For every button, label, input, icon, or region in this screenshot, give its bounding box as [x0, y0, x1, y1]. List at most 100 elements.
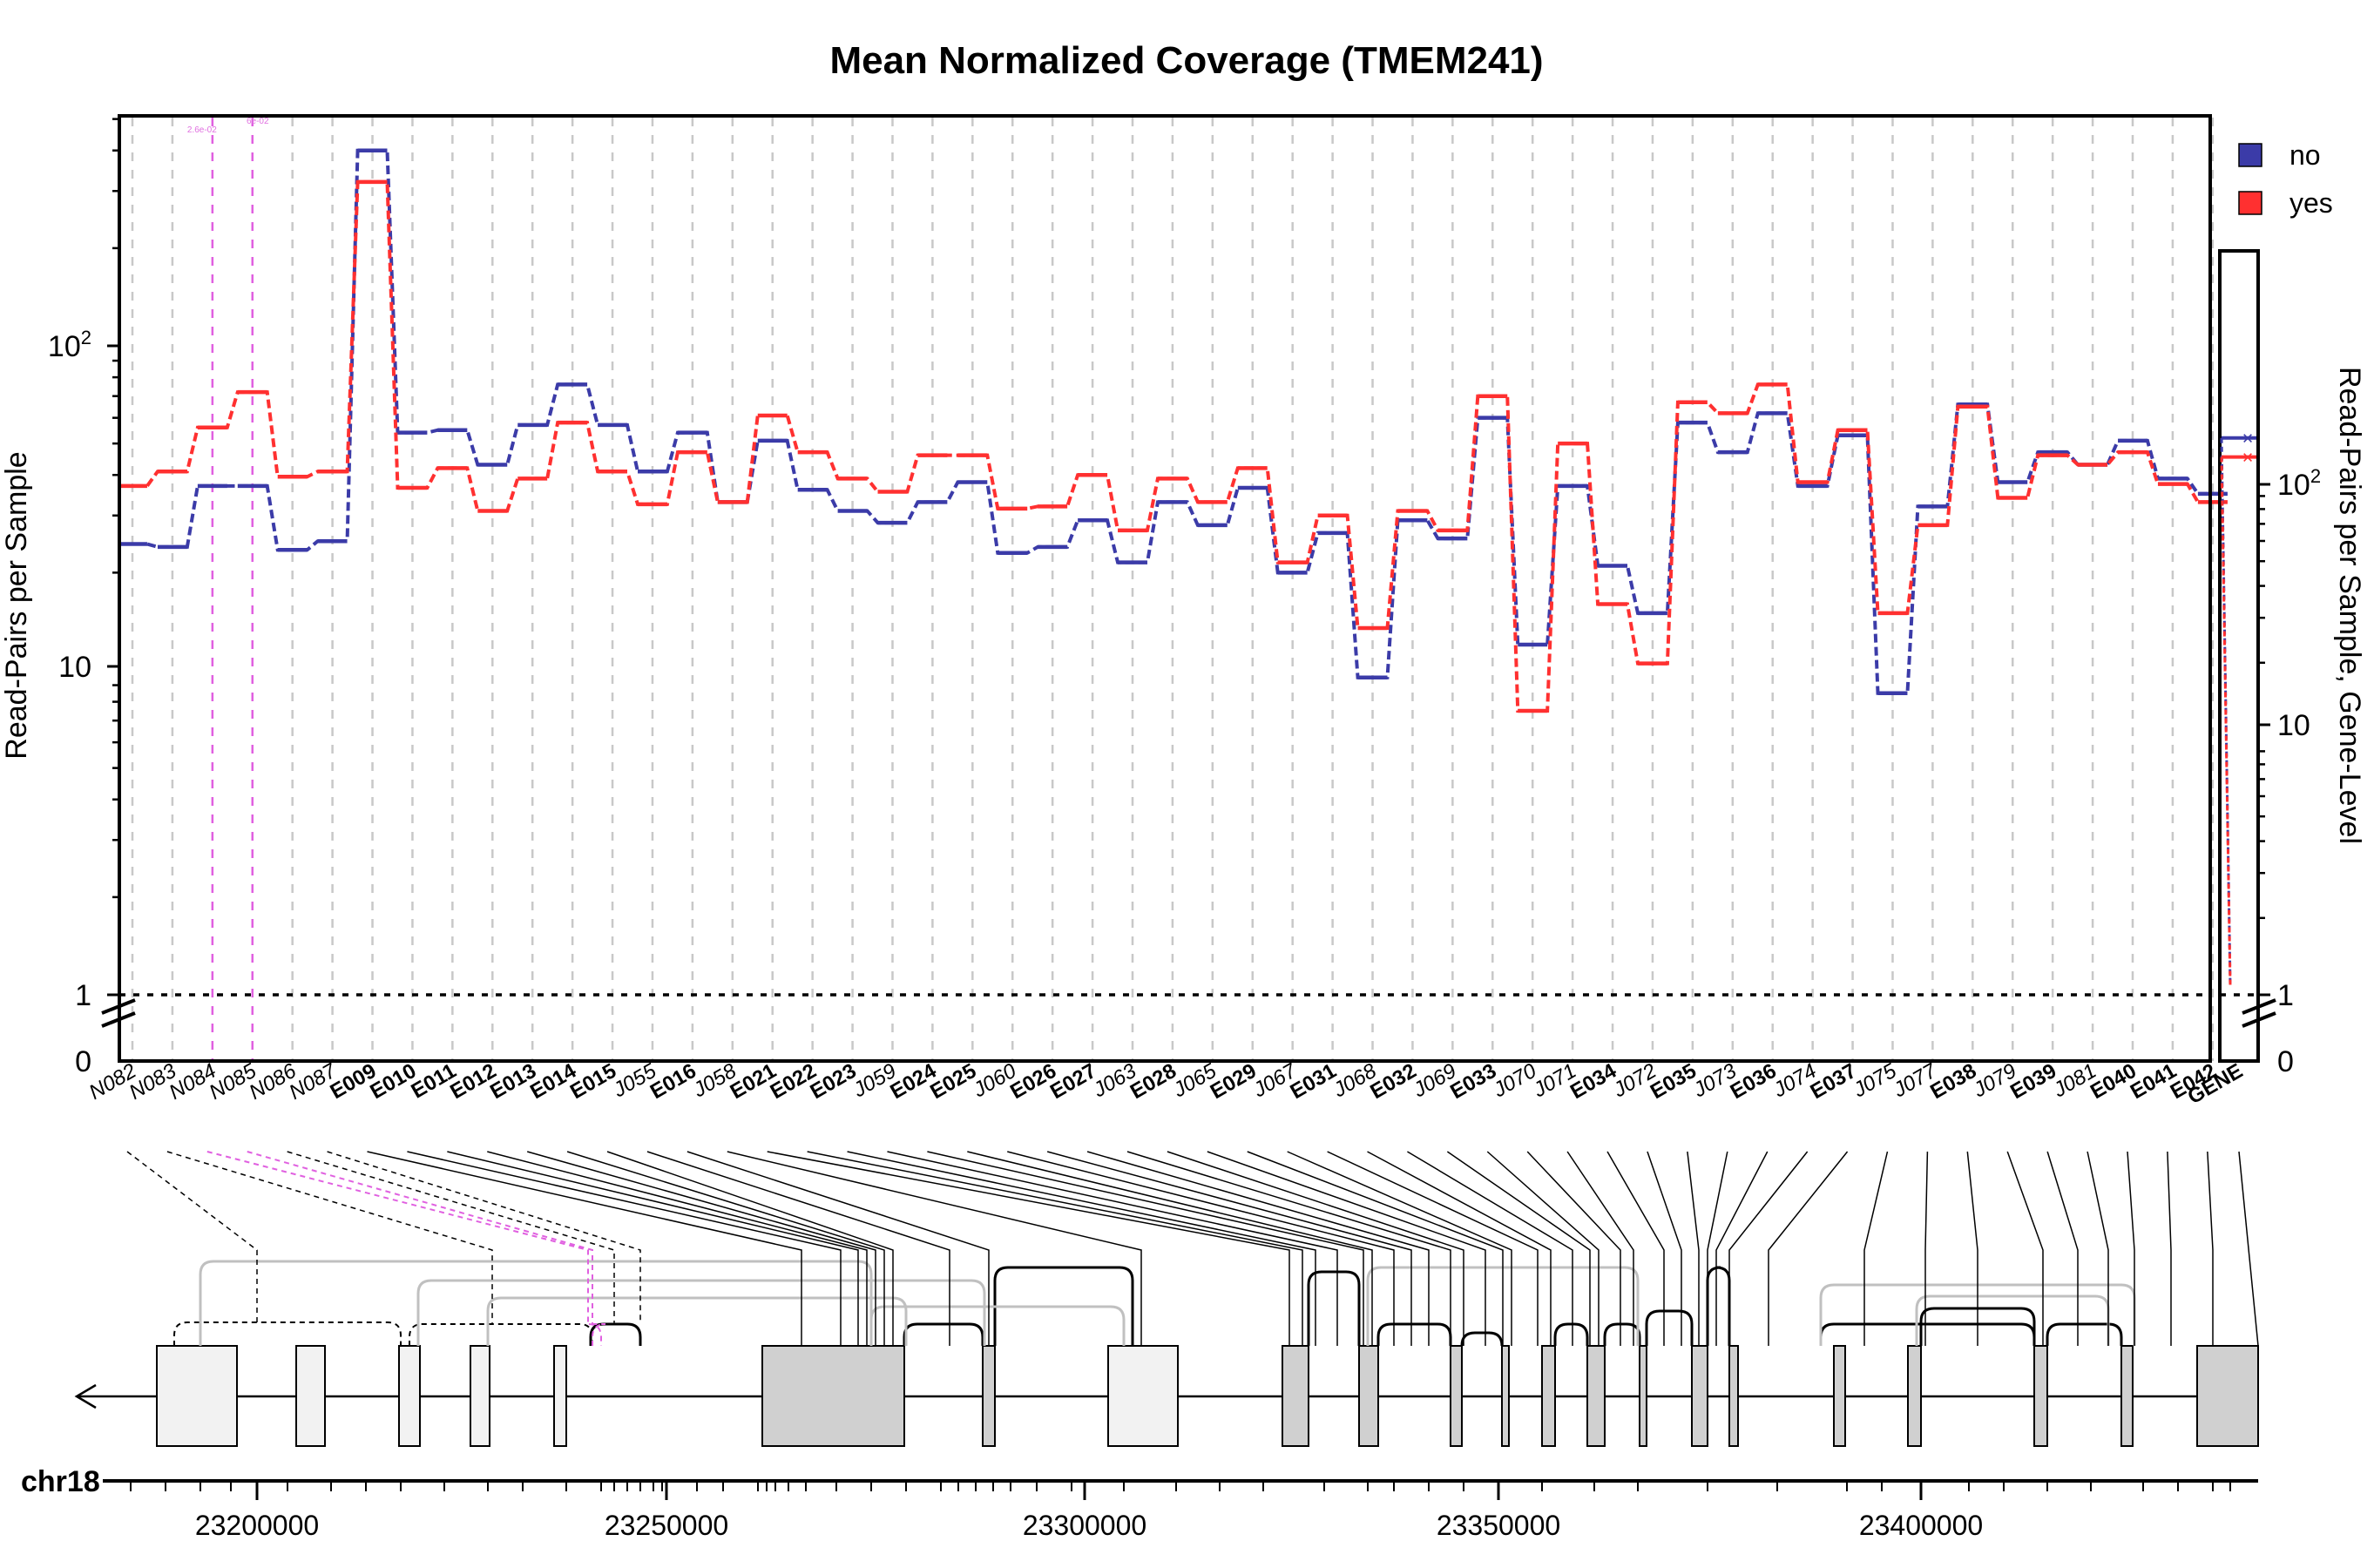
legend-label-no: no — [2289, 139, 2321, 171]
junction-arc — [1819, 1322, 2036, 1346]
junction-arc — [1706, 1266, 1731, 1346]
feature-connector-j077 — [1924, 1151, 1929, 1346]
exon-box — [1833, 1345, 1846, 1447]
feature-connector-e040 — [2127, 1151, 2135, 1346]
exon-box — [1639, 1345, 1647, 1447]
feature-connector-j081 — [2087, 1151, 2109, 1346]
feature-labels: N082N083N084N085N086N087E009E010E011E012… — [85, 1058, 2247, 1109]
junction-arc — [869, 1305, 1126, 1346]
series-line-no — [121, 148, 2228, 695]
exon-box — [1907, 1345, 1922, 1447]
feature-connector-e022 — [807, 1151, 1303, 1346]
y-axis-label: Read-Pairs per Sample — [0, 451, 33, 759]
feature-connector-j074 — [1728, 1151, 1809, 1346]
feature-connector-e025 — [967, 1151, 1373, 1346]
gene-panel-frame — [2218, 249, 2260, 1063]
exon-box — [982, 1345, 996, 1447]
junction-arc — [2046, 1322, 2123, 1346]
feature-connector-e014 — [566, 1151, 885, 1346]
feature-connector-j055 — [646, 1151, 950, 1346]
feature-connector-n085 — [247, 1151, 593, 1324]
axis-break-mark — [101, 998, 136, 1015]
feature-connector-e015 — [606, 1151, 894, 1346]
junction-arc — [589, 1322, 642, 1346]
exon-box — [470, 1345, 490, 1447]
feature-connector-gene — [2238, 1151, 2259, 1347]
y-tick-label-zero: 0 — [75, 1045, 91, 1078]
feature-connector-e021 — [767, 1151, 1290, 1346]
right-y-tick-label-zero: 0 — [2277, 1045, 2294, 1078]
feature-connector-e024 — [927, 1151, 1364, 1346]
feature-label-gene: GENE — [2184, 1059, 2247, 1109]
junction-arc — [199, 1260, 873, 1346]
junction-arc — [1376, 1322, 1452, 1346]
gene-model — [74, 1151, 2259, 1447]
junction-arc — [409, 1323, 593, 1346]
feature-connector-e038 — [1966, 1151, 1978, 1346]
junction-arc — [993, 1266, 1134, 1346]
feature-connector-j072 — [1647, 1151, 1682, 1346]
feature-connector-e037 — [1768, 1151, 1849, 1346]
gene-level-panel: ×× 1 10 102 0 — [2218, 249, 2321, 1078]
feature-connector-e009 — [367, 1151, 802, 1346]
junction-arc — [416, 1279, 986, 1346]
junction-arc — [587, 1323, 606, 1346]
junction-arc — [1460, 1331, 1504, 1347]
junction-arc — [486, 1296, 908, 1346]
feature-connector-e013 — [526, 1151, 876, 1346]
feature-connector-j063 — [1126, 1151, 1451, 1346]
feature-connector-j068 — [1367, 1151, 1552, 1346]
genome-axis: chr18 23200000 23250000 23300000 23350000 234… — [21, 1465, 2258, 1541]
feature-connector-e033 — [1486, 1151, 1600, 1346]
exon-box — [1691, 1345, 1708, 1447]
junction-arc — [1603, 1322, 1641, 1346]
annotation-label: 6e-02 — [247, 117, 269, 126]
feature-connector-e039 — [2046, 1151, 2079, 1346]
feature-connector-n084 — [206, 1151, 589, 1324]
feature-connector-j060 — [1007, 1151, 1395, 1346]
feature-connector-e042 — [2207, 1151, 2214, 1346]
strand-arrow-icon — [74, 1383, 97, 1409]
genome-tick-label: 23250000 — [605, 1510, 728, 1541]
junction-arc — [1307, 1270, 1361, 1346]
genome-tick-label: 23300000 — [1023, 1510, 1146, 1541]
y-tick-label: 102 — [48, 327, 91, 363]
feature-connector-e035 — [1687, 1151, 1700, 1346]
axis-break-mark — [2242, 998, 2276, 1015]
genome-tick-label: 23200000 — [195, 1510, 319, 1541]
exon-box — [553, 1345, 567, 1447]
exon-box — [1728, 1345, 1739, 1447]
feature-connector-e012 — [487, 1151, 868, 1346]
feature-connector-e010 — [407, 1151, 842, 1346]
feature-connector-e028 — [1167, 1151, 1464, 1346]
feature-connector-n083 — [166, 1151, 493, 1324]
exon-box — [2196, 1345, 2259, 1447]
feature-connector-j070 — [1526, 1151, 1621, 1346]
legend-swatch-no — [2238, 143, 2262, 167]
feature-connector-e031 — [1327, 1151, 1539, 1346]
exon-box — [1501, 1345, 1510, 1447]
exon-box — [1450, 1345, 1463, 1447]
feature-connector-j058 — [727, 1151, 1142, 1346]
right-y-tick-label: 1 — [2277, 979, 2294, 1012]
exon-box — [398, 1345, 421, 1447]
exon-box — [761, 1345, 905, 1447]
gene-level-marker-yes: × — [2242, 447, 2254, 469]
exon-box — [1541, 1345, 1556, 1447]
junction-arc — [1915, 1294, 2110, 1346]
feature-connector-j067 — [1287, 1151, 1512, 1346]
right-y-axis-label: Read-Pairs per Sample, Gene-Level — [2333, 367, 2366, 844]
chromosome-label: chr18 — [21, 1465, 100, 1498]
feature-connector-n087 — [327, 1151, 641, 1324]
feature-connector-e034 — [1606, 1151, 1665, 1346]
genome-tick-label: 23350000 — [1437, 1510, 1560, 1541]
feature-connector-j079 — [2006, 1151, 2044, 1346]
feature-connector-j065 — [1207, 1151, 1486, 1346]
feature-connector-e026 — [1046, 1151, 1412, 1346]
right-y-tick-label: 10 — [2277, 709, 2310, 742]
junction-arc — [1645, 1309, 1694, 1346]
gene-level-marker-no: × — [2242, 428, 2254, 449]
exon-box — [1107, 1345, 1179, 1447]
feature-connector-j069 — [1446, 1151, 1591, 1346]
